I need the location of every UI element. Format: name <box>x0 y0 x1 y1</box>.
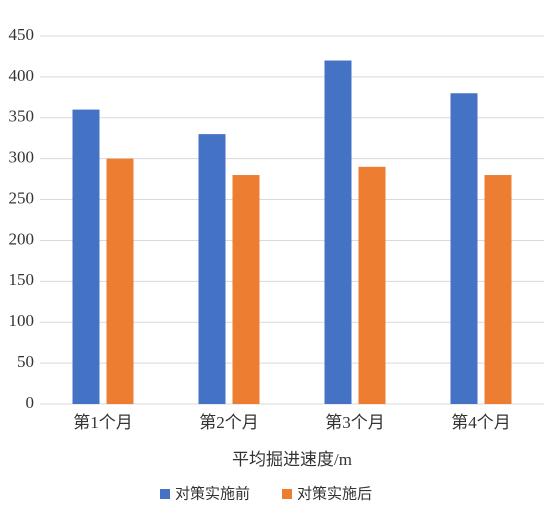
y-tick-label: 200 <box>9 229 35 248</box>
y-tick-label: 150 <box>9 270 35 289</box>
bar <box>72 109 100 404</box>
x-tick-label: 第3个月 <box>325 413 385 432</box>
y-tick-label: 300 <box>9 148 35 167</box>
legend-swatch <box>282 489 292 499</box>
x-tick-label: 第1个月 <box>73 413 133 432</box>
x-tick-label: 第2个月 <box>199 413 259 432</box>
x-tick-label: 第4个月 <box>451 413 511 432</box>
legend-label: 对策实施前 <box>175 485 250 502</box>
y-tick-label: 0 <box>26 393 35 412</box>
bar <box>106 158 134 404</box>
bar <box>358 166 386 404</box>
bar <box>484 175 512 404</box>
y-tick-label: 250 <box>9 188 35 207</box>
y-tick-label: 400 <box>9 66 35 85</box>
y-tick-label: 50 <box>17 352 34 371</box>
y-tick-label: 350 <box>9 107 35 126</box>
bar <box>198 134 226 404</box>
legend-label: 对策实施后 <box>297 485 372 502</box>
x-axis-label: 平均掘进速度/m <box>232 450 352 469</box>
y-tick-label: 450 <box>9 25 35 44</box>
legend-swatch <box>160 489 170 499</box>
bar <box>232 175 260 404</box>
bar <box>450 93 478 404</box>
y-tick-label: 100 <box>9 311 35 330</box>
bar <box>324 60 352 405</box>
